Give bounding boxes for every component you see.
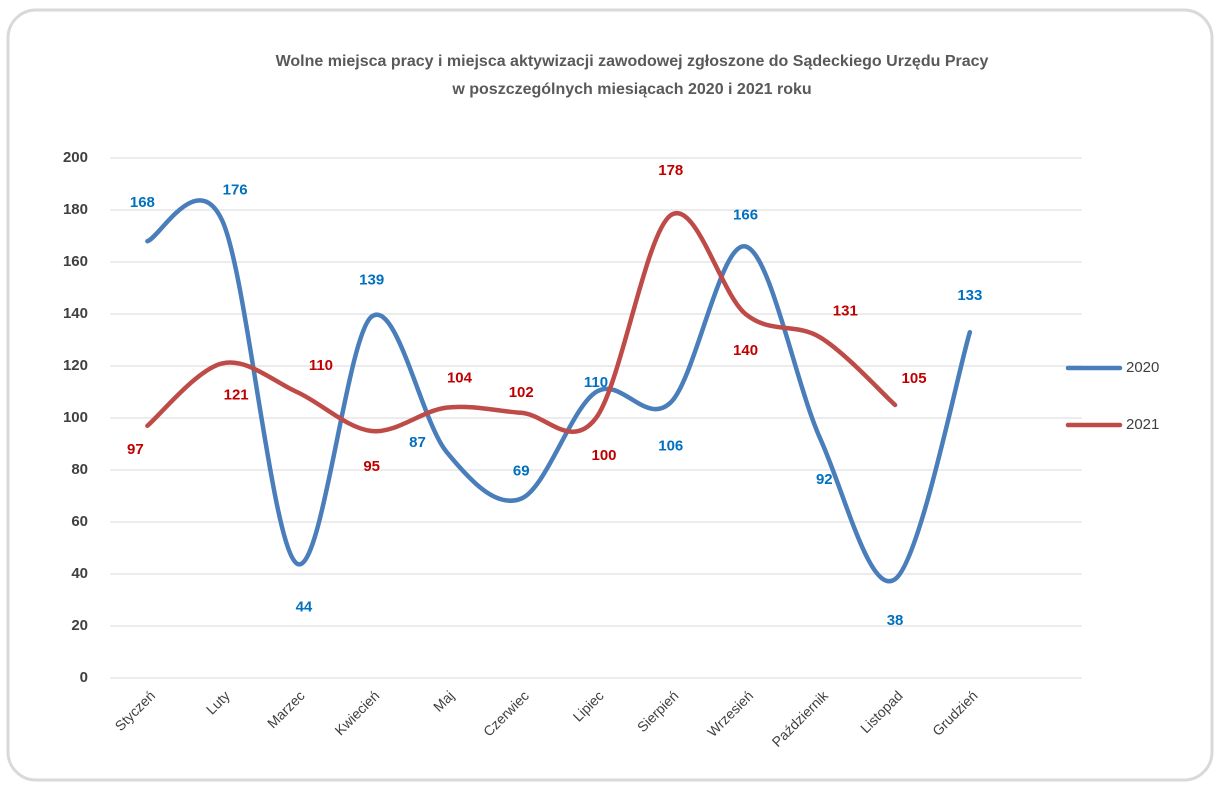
y-tick-label: 180	[63, 201, 88, 218]
data-label: 104	[447, 370, 473, 387]
data-label: 140	[733, 342, 758, 359]
data-label: 133	[957, 287, 982, 304]
data-label: 121	[224, 386, 249, 403]
data-label: 92	[816, 471, 833, 488]
data-label: 97	[127, 441, 144, 458]
legend-label: 2021	[1126, 416, 1159, 433]
plot	[145, 198, 973, 584]
data-label: 100	[591, 447, 616, 464]
y-tick-label: 160	[63, 253, 88, 270]
series-line	[145, 210, 898, 434]
legend-label: 2020	[1126, 359, 1159, 376]
y-tick-label: 0	[80, 669, 88, 686]
data-label: 105	[902, 370, 927, 387]
data-label: 178	[658, 162, 683, 179]
data-label: 110	[584, 374, 608, 391]
data-label: 176	[223, 181, 248, 198]
y-tick-label: 20	[71, 617, 88, 634]
chart-frame	[6, 8, 1214, 782]
data-label: 110	[309, 357, 333, 374]
y-tick-label: 100	[63, 409, 88, 426]
data-label: 87	[409, 434, 426, 451]
data-label: 95	[363, 458, 380, 475]
y-tick-label: 40	[71, 565, 88, 582]
y-tick-label: 140	[63, 305, 88, 322]
data-label: 38	[887, 612, 904, 629]
series-line	[145, 198, 973, 584]
data-label: 102	[509, 384, 534, 401]
data-label: 139	[359, 272, 384, 289]
y-tick-label: 120	[63, 357, 88, 374]
data-label: 131	[833, 302, 858, 319]
data-label: 106	[658, 437, 683, 454]
data-label: 168	[130, 194, 155, 211]
y-tick-label: 60	[71, 513, 88, 530]
data-label: 69	[513, 463, 530, 480]
data-label: 166	[733, 206, 758, 223]
chart-title: Wolne miejsca pracy i miejsca aktywizacj…	[276, 53, 989, 70]
y-tick-label: 80	[71, 461, 88, 478]
chart-subtitle: w poszczególnych miesiącach 2020 i 2021 …	[451, 81, 811, 98]
y-tick-label: 200	[63, 149, 88, 166]
data-label: 44	[296, 599, 313, 616]
